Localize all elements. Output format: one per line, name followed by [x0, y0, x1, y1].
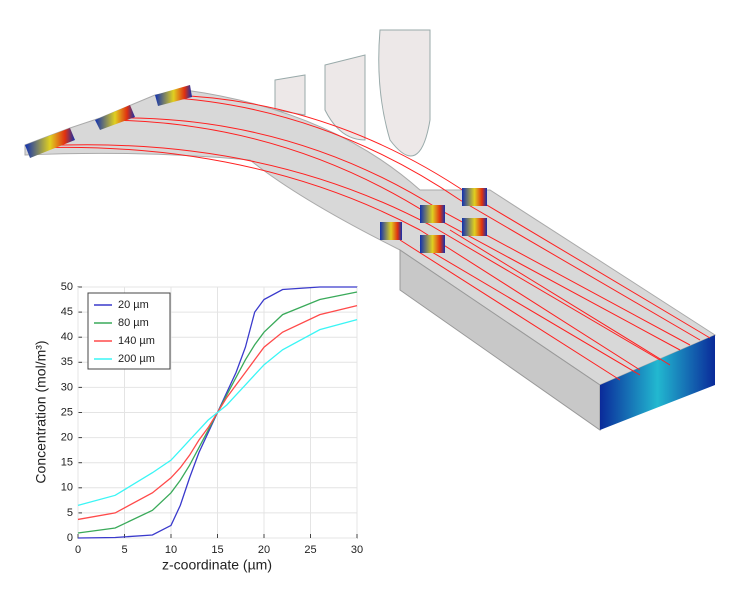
x-tick-label: 5: [121, 544, 127, 556]
section-face: [380, 222, 402, 240]
y-tick-label: 5: [67, 507, 73, 519]
channel-top: [24, 89, 717, 386]
y-axis-label: Concentration (mol/m³): [33, 340, 49, 483]
outlet-face: [600, 335, 715, 430]
y-tick-label: 15: [61, 457, 73, 469]
legend-label: 80 µm: [118, 317, 149, 329]
legend-label: 140 µm: [118, 335, 155, 347]
section-face: [462, 188, 487, 206]
x-tick-label: 10: [165, 544, 177, 556]
streamlines: [29, 94, 711, 381]
y-tick-label: 35: [61, 356, 73, 368]
y-tick-label: 20: [61, 432, 73, 444]
y-tick-label: 25: [61, 406, 73, 418]
vertical-branch: [378, 29, 431, 157]
y-tick-label: 30: [61, 381, 73, 393]
y-tick-label: 40: [61, 331, 73, 343]
x-axis-label: z-coordinate (µm): [162, 557, 272, 573]
y-tick-label: 10: [61, 482, 73, 494]
inlet-face: [25, 128, 75, 158]
legend-label: 20 µm: [118, 299, 149, 311]
vertical-branch: [324, 54, 366, 141]
section-face: [462, 218, 487, 236]
x-tick-label: 0: [75, 544, 81, 556]
legend-label: 200 µm: [118, 353, 155, 365]
x-tick-label: 20: [258, 544, 270, 556]
inlet-face: [155, 85, 192, 106]
chart-background: [30, 270, 370, 580]
y-tick-label: 45: [61, 306, 73, 318]
geometry-render: [24, 29, 717, 431]
vertical-branch: [274, 74, 306, 116]
inlet-face: [95, 105, 135, 130]
x-tick-label: 15: [211, 544, 223, 556]
section-face: [420, 235, 445, 253]
y-tick-label: 50: [61, 281, 73, 293]
series-line: [77, 319, 358, 506]
section-face: [420, 205, 445, 223]
x-tick-label: 30: [351, 544, 363, 556]
x-tick-label: 25: [304, 544, 316, 556]
y-tick-label: 0: [67, 532, 73, 544]
chart: 0 5 10 15 20 25 30 35 40 45 50 0 5 10 15 20 25 30 20 µm 80 …: [61, 281, 363, 556]
